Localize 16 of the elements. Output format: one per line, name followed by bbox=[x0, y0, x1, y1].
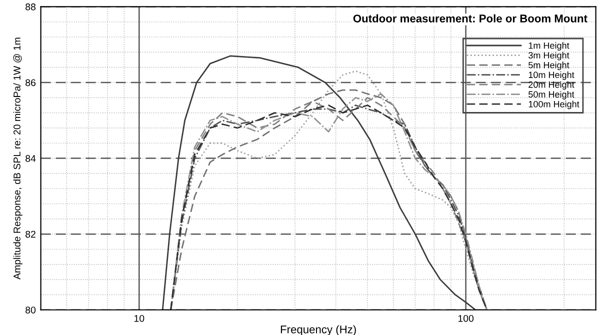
text: Outdoor measurement: Pole or Boom Mount bbox=[353, 14, 588, 22]
text: 100m Height bbox=[528, 100, 580, 110]
y-tick-label: 86 bbox=[26, 79, 36, 86]
text: 3m Height bbox=[528, 52, 570, 60]
text: 50m Height bbox=[528, 90, 574, 100]
text: 5m Height bbox=[528, 62, 570, 70]
x-tick-label: 100 bbox=[458, 314, 474, 322]
text: 1m Height bbox=[528, 42, 570, 51]
text: 20m Height bbox=[528, 81, 574, 90]
y-tick-label: 80 bbox=[26, 306, 36, 314]
x-tick-label: 10 bbox=[134, 314, 144, 322]
y-axis-title: Amplitude Response, dB SPL re: 20 microPa/ 1W @ 1m bbox=[13, 38, 22, 280]
y-tick-label: 88 bbox=[26, 3, 36, 10]
y-tick-label: 84 bbox=[26, 155, 36, 162]
y-tick-label: 82 bbox=[26, 230, 36, 238]
text: 10m Height bbox=[528, 71, 574, 80]
